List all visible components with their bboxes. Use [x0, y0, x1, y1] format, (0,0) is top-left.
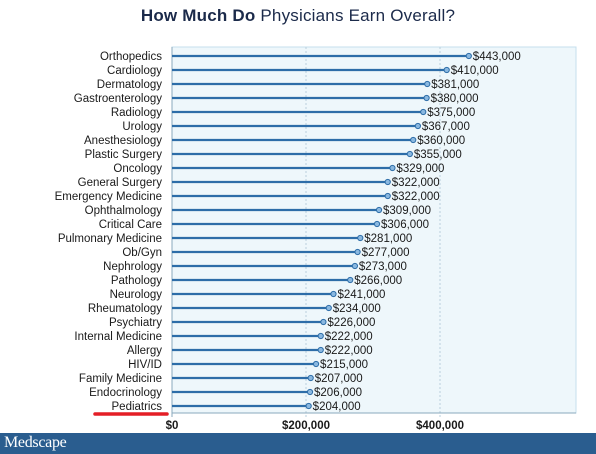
chart-title: How Much Do Physicians Earn Overall?: [0, 6, 596, 26]
category-label: Anesthesiology: [84, 135, 162, 147]
category-label: Psychiatry: [109, 317, 162, 329]
value-label: $222,000: [325, 331, 373, 343]
x-tick-label: $0: [166, 420, 179, 432]
bar-end-dot: [317, 346, 324, 354]
value-label: $226,000: [327, 317, 375, 329]
value-label: $204,000: [313, 401, 361, 413]
category-label: Allergy: [127, 345, 162, 357]
bar-end-dot: [414, 122, 421, 130]
value-label: $329,000: [396, 163, 444, 175]
bar-end-dot: [357, 234, 364, 242]
bar-end-dot: [305, 402, 312, 410]
x-tick-label: $400,000: [416, 420, 464, 432]
value-label: $241,000: [337, 289, 385, 301]
medscape-logo: Medscape: [4, 434, 67, 451]
chart-title-bold: How Much Do: [140, 6, 256, 25]
value-label: $273,000: [359, 261, 407, 273]
value-label: $266,000: [354, 275, 402, 287]
bar-end-dot: [384, 178, 391, 186]
category-label: HIV/ID: [128, 359, 162, 371]
category-label: Pediatrics: [112, 401, 163, 413]
plot-area: [171, 46, 577, 414]
bar-end-dot: [373, 220, 381, 228]
category-label: Internal Medicine: [74, 331, 162, 343]
category-label: Radiology: [111, 107, 162, 119]
bar-end-dot: [443, 66, 450, 74]
category-label: Oncology: [113, 163, 162, 175]
value-label: $234,000: [333, 303, 381, 315]
category-label: Gastroenterology: [74, 93, 162, 105]
bar-end-dot: [306, 388, 314, 396]
category-label: Family Medicine: [79, 373, 162, 385]
category-label: Ob/Gyn: [122, 247, 162, 259]
bar-end-dot: [424, 80, 431, 88]
category-label: Orthopedics: [100, 51, 162, 63]
bar-end-dot: [312, 360, 320, 368]
bar-end-dot: [420, 108, 427, 116]
category-label: Rheumatology: [88, 303, 162, 315]
value-label: $380,000: [431, 93, 479, 105]
footer-bar: Medscape: [0, 433, 596, 454]
value-label: $367,000: [422, 121, 470, 133]
bar-end-dot: [384, 192, 391, 200]
value-label: $443,000: [473, 51, 521, 63]
category-label: Dermatology: [97, 79, 162, 91]
category-label: Endocrinology: [89, 387, 162, 399]
bar-end-dot: [317, 332, 324, 340]
value-label: $306,000: [381, 219, 429, 231]
value-label: $309,000: [383, 205, 431, 217]
category-label: Plastic Surgery: [85, 149, 163, 161]
category-label: Pulmonary Medicine: [58, 233, 162, 245]
bar-end-dot: [423, 94, 430, 102]
value-label: $410,000: [451, 65, 499, 77]
category-label: Emergency Medicine: [55, 191, 162, 203]
bar-end-dot: [375, 206, 383, 214]
category-label: Pathology: [111, 275, 162, 287]
category-label: Cardiology: [107, 65, 162, 77]
bar-end-dot: [351, 262, 359, 270]
x-tick-label: $200,000: [282, 420, 330, 432]
chart-title-rest: Physicians Earn Overall?: [260, 6, 456, 25]
value-label: $322,000: [392, 177, 440, 189]
bar-end-dot: [325, 304, 332, 312]
value-label: $322,000: [392, 191, 440, 203]
bar-end-dot: [465, 52, 472, 60]
bar-end-dot: [389, 164, 396, 172]
category-label: General Surgery: [78, 177, 163, 189]
value-label: $281,000: [364, 233, 412, 245]
bar-end-dot: [347, 276, 354, 284]
bar-end-dot: [410, 136, 417, 144]
bar-end-dot: [354, 248, 361, 256]
value-label: $207,000: [315, 373, 363, 385]
bar-chart: Orthopedics $443,000 Cardiology $410,000 Der…: [55, 46, 577, 432]
value-label: $277,000: [362, 247, 410, 259]
bar-end-dot: [406, 150, 413, 158]
bar-end-dot: [330, 290, 337, 298]
value-label: $355,000: [414, 149, 462, 161]
value-label: $222,000: [325, 345, 373, 357]
category-label: Nephrology: [103, 261, 162, 273]
value-label: $215,000: [320, 359, 368, 371]
value-label: $375,000: [427, 107, 475, 119]
category-label: Urology: [122, 121, 162, 133]
category-label: Critical Care: [99, 219, 162, 231]
value-label: $206,000: [314, 387, 362, 399]
category-label: Neurology: [110, 289, 163, 301]
bar-end-dot: [307, 374, 314, 382]
value-label: $360,000: [417, 135, 465, 147]
value-label: $381,000: [431, 79, 479, 91]
bar-end-dot: [320, 318, 327, 326]
category-label: Ophthalmology: [85, 205, 163, 217]
